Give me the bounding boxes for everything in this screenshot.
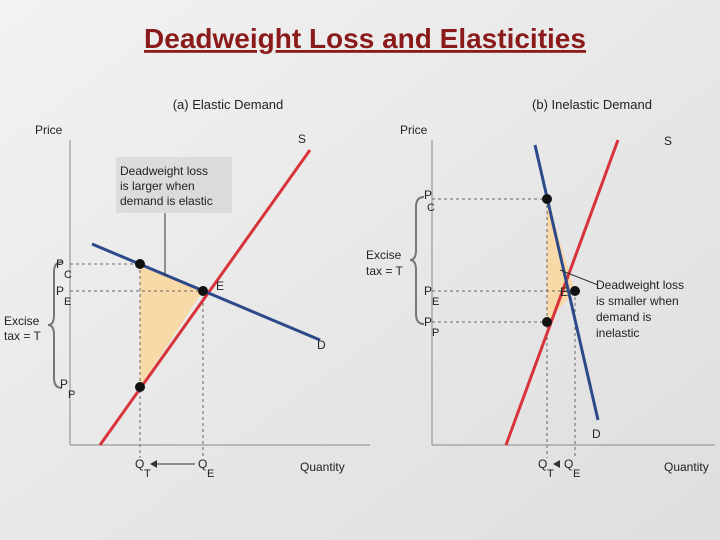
tax-brace — [47, 261, 63, 389]
price-label: P — [424, 284, 432, 298]
demand-label: D — [317, 338, 326, 352]
slide-title: Deadweight Loss and Elasticities — [144, 23, 586, 54]
equilibrium-label: E — [560, 285, 568, 299]
text-line: Deadweight loss — [120, 164, 208, 178]
point — [135, 382, 145, 392]
tax-label: Excise tax = T — [366, 248, 403, 278]
text-line: Excise — [4, 314, 40, 328]
quantity-sub: T — [144, 468, 151, 480]
arrowhead — [150, 460, 157, 468]
quantity-sub: E — [573, 468, 580, 480]
demand-label: D — [592, 427, 601, 441]
price-label: P — [56, 257, 64, 271]
point — [135, 259, 145, 269]
text-line: demand is elastic — [120, 194, 213, 208]
callout: Deadweight loss is smaller when demand is i… — [596, 278, 684, 340]
price-sub: E — [64, 296, 71, 308]
panel-a: (a) Elastic Demand Price S D E Deadweigh… — [4, 97, 370, 480]
text-line: is smaller when — [596, 294, 679, 308]
quantity-label: Q — [564, 457, 573, 471]
price-sub: P — [68, 389, 75, 401]
y-axis-label: Price — [400, 123, 428, 137]
price-label: P — [56, 284, 64, 298]
x-axis-label: Quantity — [300, 460, 345, 474]
price-sub: C — [427, 202, 435, 214]
supply-label: S — [298, 132, 306, 146]
price-sub: C — [64, 269, 72, 281]
callout: Deadweight loss is larger when demand is e… — [120, 164, 213, 208]
arrowhead — [553, 460, 560, 468]
tax-label: Excise tax = T — [4, 314, 41, 343]
y-axis-label: Price — [35, 123, 63, 137]
quantity-label: Q — [538, 457, 547, 471]
x-axis-label: Quantity — [664, 460, 709, 474]
quantity-sub: T — [547, 468, 554, 480]
price-label: P — [424, 315, 432, 329]
text-line: tax = T — [4, 329, 41, 343]
text-line: inelastic — [596, 326, 639, 340]
quantity-sub: E — [207, 468, 214, 480]
callout-box — [116, 157, 232, 213]
supply-label: S — [664, 134, 672, 148]
tax-brace — [409, 196, 425, 325]
point — [542, 317, 552, 327]
callout-pointer — [559, 269, 599, 286]
price-sub: E — [432, 296, 439, 308]
text-line: is larger when — [120, 179, 195, 193]
price-label: P — [60, 377, 68, 391]
supply-line — [504, 139, 620, 446]
quantity-label: Q — [198, 457, 207, 471]
demand-line — [533, 144, 600, 421]
text-line: tax = T — [366, 264, 403, 278]
text-line: Excise — [366, 248, 402, 262]
panel-title: (a) Elastic Demand — [173, 97, 284, 112]
panel-b: (b) Inelastic Demand Price S D E Deadwei… — [366, 97, 715, 480]
equilibrium-label: E — [216, 279, 224, 293]
price-label: P — [424, 188, 432, 202]
supply-line — [98, 149, 312, 446]
text-line: demand is — [596, 310, 651, 324]
quantity-label: Q — [135, 457, 144, 471]
deadweight-loss — [140, 264, 203, 387]
text-line: Deadweight loss — [596, 278, 684, 292]
point — [542, 194, 552, 204]
point — [198, 286, 208, 296]
price-sub: P — [432, 327, 439, 339]
point — [570, 286, 580, 296]
panel-title: (b) Inelastic Demand — [532, 97, 652, 112]
